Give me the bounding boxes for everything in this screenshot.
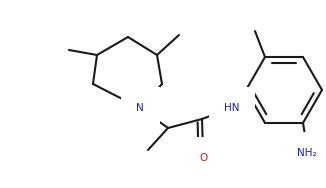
Text: NH₂: NH₂ — [297, 148, 317, 158]
Text: N: N — [136, 103, 144, 113]
Text: O: O — [199, 153, 207, 163]
Text: HN: HN — [224, 103, 240, 113]
